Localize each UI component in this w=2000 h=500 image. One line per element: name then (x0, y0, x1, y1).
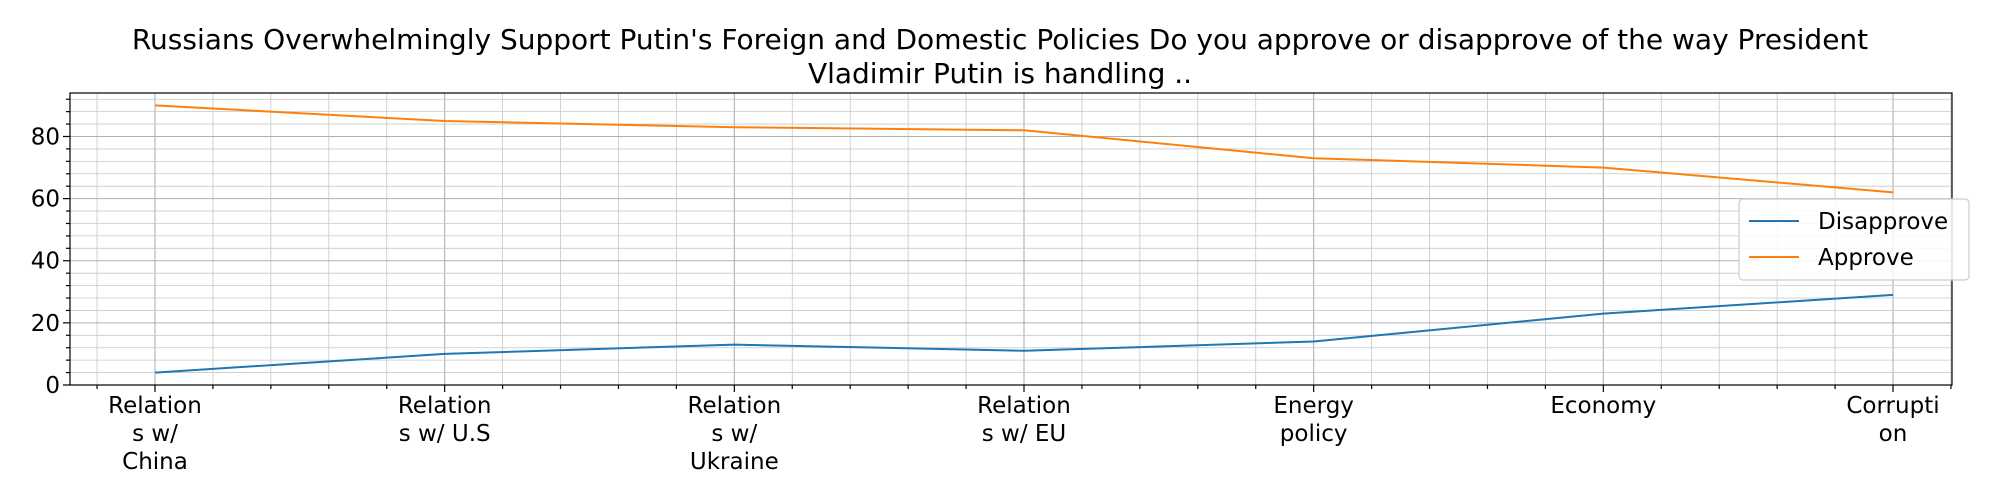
series-line-approve (154, 104, 1894, 194)
x-tick-label: Relation s w/ EU (977, 393, 1071, 447)
axes: 0 20 40 60 80 Relation s w/China Relation s w/ U… (31, 98, 1952, 475)
legend-box (1738, 198, 1970, 281)
x-tick-label: Corrupti on (1846, 393, 1939, 447)
grid (70, 93, 1952, 386)
legend-label-disapprove: Disapprove (1818, 209, 1948, 235)
legend: Disapprove Approve (1738, 198, 1970, 281)
y-tick-label: 40 (31, 249, 60, 275)
series-lines (154, 104, 1894, 374)
y-tick-label: 0 (45, 373, 60, 399)
legend-label-approve: Approve (1818, 245, 1914, 271)
series-line-disapprove (154, 293, 1894, 374)
chart-title-line-2: Vladimir Putin is handling .. (808, 57, 1192, 90)
x-tick-label: Relation s w/ U.S (398, 393, 492, 447)
y-tick-label: 20 (31, 311, 60, 337)
y-tick-label: 60 (31, 187, 60, 213)
x-tick-label: Economy (1550, 393, 1656, 419)
y-tick-label: 80 (31, 124, 60, 150)
x-tick-label: Energy policy (1273, 393, 1354, 447)
chart-title-line-1: Russians Overwhelmingly Support Putin's … (132, 23, 1868, 56)
x-tick-label: Relation s w/China (108, 393, 202, 475)
x-tick-label: Relation s w/Ukraine (688, 393, 782, 475)
